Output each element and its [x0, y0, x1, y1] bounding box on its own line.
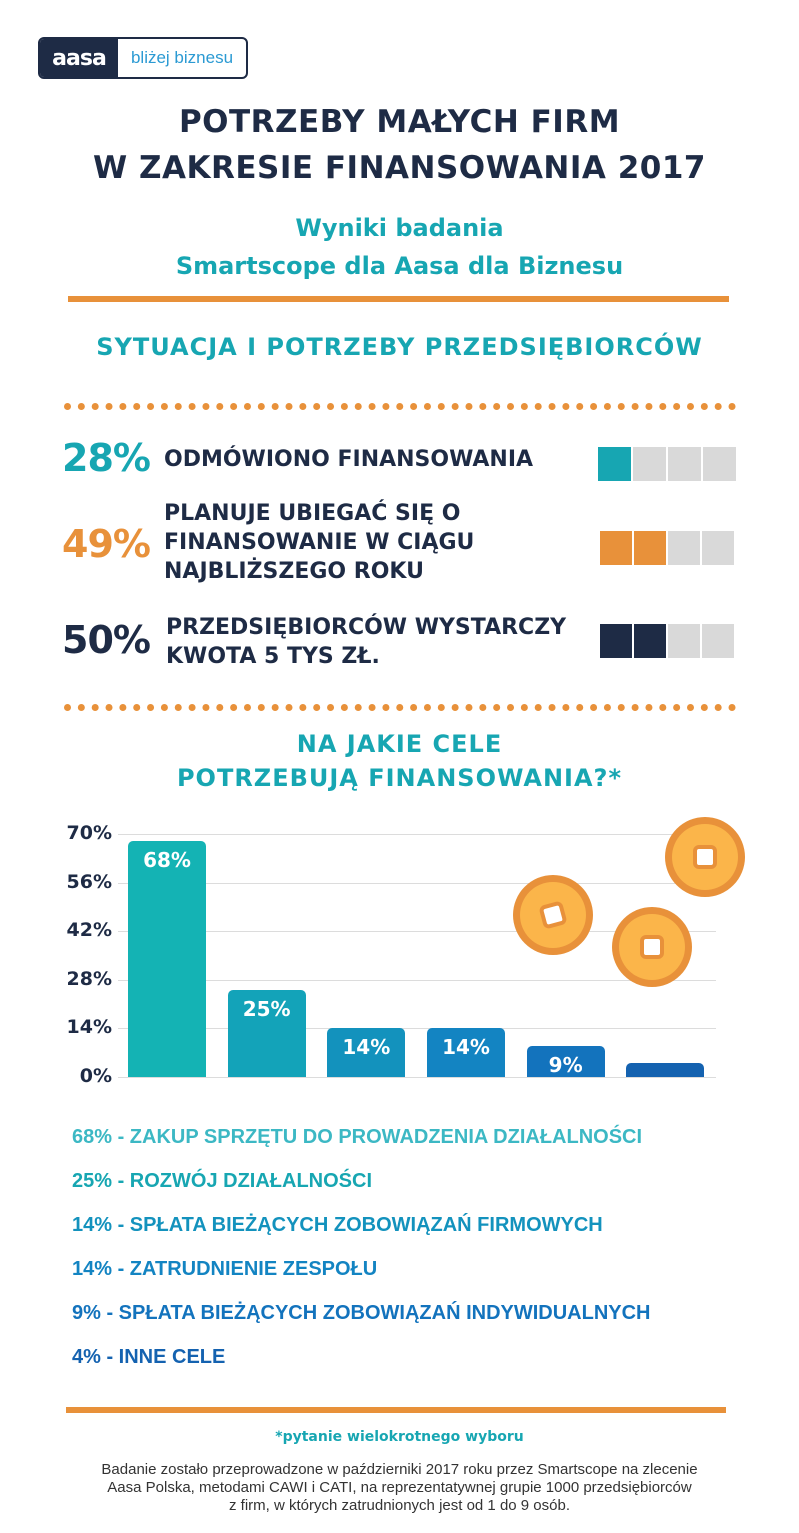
- subtitle-line-1: Wyniki badania: [295, 214, 504, 242]
- divider-top: [68, 296, 729, 302]
- stat-bar: [600, 624, 734, 658]
- section1-heading: SYTUACJA I POTRZEBY PRZEDSIĘBIORCÓW: [96, 333, 703, 361]
- logo: aasa bliżej biznesu: [38, 37, 248, 79]
- stat-label-line: PLANUJE UBIEGAĆ SIĘ O: [164, 501, 461, 526]
- stat-bar-segment-empty: [702, 624, 734, 658]
- dotted-divider-1: [64, 403, 736, 410]
- legend-item: 9% - SPŁATA BIEŻĄCYCH ZOBOWIĄZAŃ INDYWID…: [72, 1302, 651, 1324]
- stat-label: ODMÓWIONO FINANSOWANIA: [164, 445, 533, 474]
- stat-percent: 50%: [62, 618, 151, 662]
- stat-bar-segment-filled: [598, 447, 631, 481]
- stat-bar: [600, 531, 734, 565]
- stat-bar-segment-filled: [600, 531, 632, 565]
- section2-heading-line-2: POTRZEBUJĄ FINANSOWANIA?*: [176, 764, 623, 792]
- stat-row: 28% ODMÓWIONO FINANSOWANIA: [62, 436, 742, 486]
- section2-heading-line-1: NA JAKIE CELE: [296, 730, 503, 758]
- legend-item: 25% - ROZWÓJ DZIAŁALNOŚCI: [72, 1170, 373, 1192]
- stat-label: PRZEDSIĘBIORCÓW WYSTARCZY KWOTA 5 TYS ZŁ…: [166, 613, 566, 671]
- stat-bar-segment-filled: [600, 624, 632, 658]
- stat-label-line: NAJBLIŻSZEGO ROKU: [164, 559, 424, 584]
- stat-bar-segment-empty: [668, 447, 701, 481]
- legend-item: 68% - ZAKUP SPRZĘTU DO PROWADZENIA DZIAŁ…: [72, 1126, 643, 1148]
- coin-icon: [665, 817, 745, 897]
- stat-bar-segment-empty: [633, 447, 666, 481]
- stat-percent: 28%: [62, 436, 151, 480]
- divider-bottom: [66, 1407, 726, 1413]
- footnote-multiple-choice: *pytanie wielokrotnego wyboru: [275, 1429, 524, 1445]
- logo-brand: aasa: [40, 39, 118, 77]
- legend-item: 14% - SPŁATA BIEŻĄCYCH ZOBOWIĄZAŃ FIRMOW…: [72, 1214, 603, 1236]
- stat-label: PLANUJE UBIEGAĆ SIĘ O FINANSOWANIE W CIĄ…: [164, 499, 474, 586]
- stat-label-line: PRZEDSIĘBIORCÓW WYSTARCZY: [166, 615, 567, 640]
- stat-bar-segment-filled: [634, 624, 666, 658]
- methodology-line: Aasa Polska, metodami CAWI i CATI, na re…: [107, 1479, 692, 1496]
- legend-item: 4% - INNE CELE: [72, 1346, 226, 1368]
- page-title-line-2: W ZAKRESIE FINANSOWANIA 2017: [93, 150, 706, 186]
- methodology-line: Badanie zostało przeprowadzone w paździe…: [101, 1461, 698, 1478]
- legend-item: 14% - ZATRUDNIENIE ZESPOŁU: [72, 1258, 378, 1280]
- stat-bar-segment-empty: [668, 531, 700, 565]
- stat-label-line: FINANSOWANIE W CIĄGU: [164, 530, 475, 555]
- coin-icon: [513, 875, 593, 955]
- dotted-divider-2: [64, 704, 736, 711]
- stat-label-line: KWOTA 5 TYS ZŁ.: [166, 644, 380, 669]
- methodology-text: Badanie zostało przeprowadzone w paździe…: [0, 1461, 799, 1515]
- stat-row: 49% PLANUJE UBIEGAĆ SIĘ O FINANSOWANIE W…: [62, 498, 742, 588]
- page-title-line-1: POTRZEBY MAŁYCH FIRM: [178, 104, 621, 140]
- subtitle-line-2: Smartscope dla Aasa dla Biznesu: [175, 252, 624, 280]
- stat-row: 50% PRZEDSIĘBIORCÓW WYSTARCZY KWOTA 5 TY…: [62, 612, 742, 672]
- stat-bar: [598, 447, 736, 481]
- coin-icon: [612, 907, 692, 987]
- stat-bar-segment-filled: [634, 531, 666, 565]
- stat-label-line: ODMÓWIONO FINANSOWANIA: [164, 447, 534, 472]
- stat-bar-segment-empty: [703, 447, 736, 481]
- methodology-line: z firm, w których zatrudnionych jest od …: [229, 1497, 570, 1514]
- stat-percent: 49%: [62, 522, 151, 566]
- stat-bar-segment-empty: [702, 531, 734, 565]
- stat-bar-segment-empty: [668, 624, 700, 658]
- logo-tagline: bliżej biznesu: [130, 48, 234, 67]
